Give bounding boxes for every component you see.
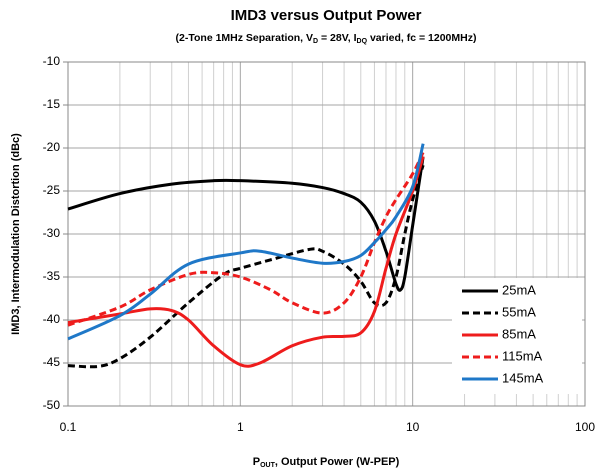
series-line <box>67 156 425 368</box>
y-tick-label: -40 <box>43 312 61 326</box>
subscript: DQ <box>357 38 368 45</box>
series-line <box>67 156 425 292</box>
series-line <box>67 151 425 327</box>
legend-label: 25mA <box>502 282 536 297</box>
y-tick-label: -45 <box>43 355 61 369</box>
chart-title: IMD3 versus Output Power <box>231 7 422 24</box>
text-part: P <box>253 456 260 468</box>
y-tick-label: -35 <box>43 269 61 283</box>
text-part: = 28V, I <box>318 32 357 44</box>
y-tick-label: -50 <box>43 398 61 412</box>
text-part: , Output Power (W-PEP) <box>275 456 400 468</box>
legend-label: 55mA <box>502 304 536 319</box>
legend-label: 85mA <box>502 326 536 341</box>
subscript: OUT <box>260 462 276 469</box>
x-axis-label: POUT, Output Power (W-PEP) <box>253 456 400 469</box>
text-part: (2-Tone 1MHz Separation, V <box>176 32 314 44</box>
series-line <box>67 164 425 369</box>
x-tick-label: 10 <box>406 420 420 434</box>
series-line <box>67 143 425 341</box>
y-tick-label: -15 <box>43 97 61 111</box>
y-tick-label: -25 <box>43 183 61 197</box>
chart-subtitle: (2-Tone 1MHz Separation, VD = 28V, IDQ v… <box>176 32 477 45</box>
x-tick-label: 0.1 <box>60 420 77 434</box>
plot-frame <box>67 61 586 407</box>
legend-label: 145mA <box>502 370 544 385</box>
subscript: D <box>313 38 318 45</box>
y-tick-label: -10 <box>43 54 61 68</box>
legend-label: 115mA <box>502 348 543 363</box>
y-axis-label: IMD3, Intermodulation Distortion (dBc) <box>10 133 22 335</box>
y-tick-label: -20 <box>43 140 61 154</box>
x-tick-label: 100 <box>575 420 595 434</box>
text-part: varied, fc = 1200MHz) <box>367 32 476 44</box>
y-tick-label: -30 <box>43 226 61 240</box>
x-tick-label: 1 <box>237 420 244 434</box>
